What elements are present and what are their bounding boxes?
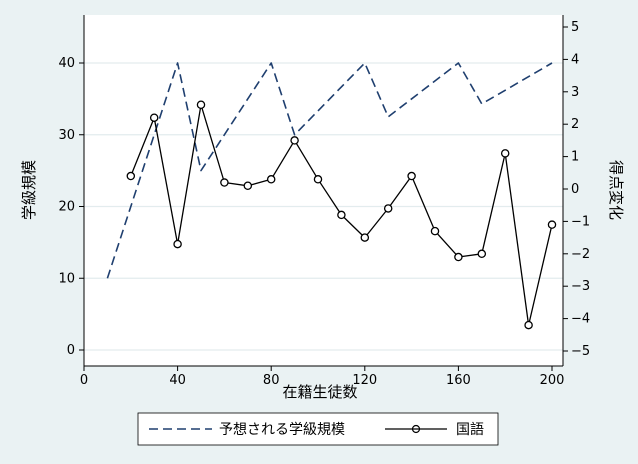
data-point bbox=[243, 181, 253, 191]
x-tick-label: 0 bbox=[80, 373, 88, 388]
left-y-tick-label: 0 bbox=[67, 343, 75, 358]
x-tick-label: 80 bbox=[263, 373, 280, 388]
right-y-tick-label: −1 bbox=[571, 214, 590, 229]
series-layer bbox=[106, 62, 557, 330]
left-y-tick-label: 30 bbox=[58, 128, 75, 143]
legend-swatch-marker bbox=[411, 424, 421, 434]
x-axis-title: 在籍生徒数 bbox=[282, 383, 357, 401]
right-y-axis-ticks: −5 −4 −3 −2 −1 0 1 2 3 4 5 bbox=[563, 20, 590, 359]
data-point bbox=[290, 136, 299, 145]
series-line-0 bbox=[106, 62, 553, 279]
left-y-tick-label: 10 bbox=[58, 271, 75, 286]
grid-lines bbox=[84, 62, 563, 351]
data-point bbox=[524, 320, 533, 330]
left-y-tick-label: 20 bbox=[58, 200, 75, 215]
data-point bbox=[173, 239, 182, 249]
data-point bbox=[383, 204, 393, 213]
data-point bbox=[149, 113, 159, 122]
x-axis-ticks: 0 40 80 120 160 200 bbox=[80, 366, 565, 388]
data-point bbox=[266, 175, 276, 184]
data-point bbox=[196, 100, 206, 110]
data-point bbox=[547, 220, 557, 229]
data-point bbox=[500, 149, 510, 158]
data-point bbox=[337, 210, 346, 220]
legend: 予想される学級規模 国語 bbox=[137, 412, 499, 446]
left-y-axis-title: 学級規模 bbox=[20, 160, 38, 220]
x-tick-label: 160 bbox=[446, 373, 471, 388]
right-y-tick-label: −5 bbox=[571, 344, 590, 359]
data-point bbox=[407, 171, 416, 181]
right-y-tick-label: 1 bbox=[571, 150, 579, 165]
left-y-tick-label: 40 bbox=[58, 56, 75, 71]
data-point bbox=[220, 178, 229, 187]
legend-label-kokugo: 国語 bbox=[456, 422, 484, 438]
data-point bbox=[477, 249, 487, 259]
x-tick-label: 200 bbox=[540, 373, 565, 388]
plot-area bbox=[84, 15, 563, 366]
right-y-tick-label: 2 bbox=[571, 117, 579, 132]
right-y-tick-label: −3 bbox=[571, 279, 590, 294]
right-y-tick-label: 3 bbox=[571, 85, 579, 100]
right-y-tick-label: 0 bbox=[571, 182, 579, 197]
legend-label-predicted: 予想される学級規模 bbox=[219, 422, 345, 438]
data-point bbox=[430, 226, 440, 236]
right-y-tick-label: 4 bbox=[571, 52, 579, 67]
x-tick-label: 40 bbox=[169, 373, 186, 388]
data-point bbox=[126, 171, 136, 181]
left-y-axis-ticks: 0 10 20 30 40 bbox=[58, 56, 84, 358]
right-y-axis-title: 得点変化 bbox=[607, 160, 625, 220]
data-point bbox=[313, 175, 323, 184]
right-y-tick-label: 5 bbox=[571, 20, 579, 35]
data-point bbox=[454, 252, 463, 262]
data-point bbox=[360, 233, 370, 242]
right-y-tick-label: −4 bbox=[571, 312, 590, 327]
x-tick-label: 120 bbox=[352, 373, 377, 388]
right-y-tick-label: −2 bbox=[571, 247, 590, 262]
